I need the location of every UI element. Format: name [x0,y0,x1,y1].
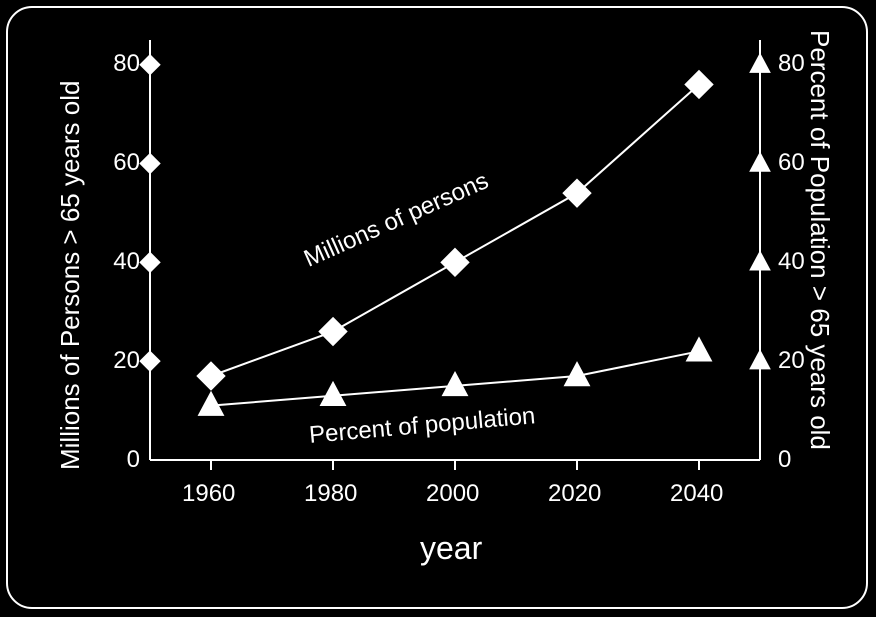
y-right-tick-0: 0 [778,446,791,474]
x-tick-1960: 1960 [182,480,235,508]
y-left-tick-20: 20 [106,347,140,375]
y-left-tick-80: 80 [106,50,140,78]
y-right-tick-20: 20 [778,347,805,375]
y-left-tick-0: 0 [106,446,140,474]
y-right-tick-80: 80 [778,50,805,78]
y-left-tick-60: 60 [106,149,140,177]
y-right-tick-60: 60 [778,149,805,177]
y-left-axis-label: Millions of Persons > 65 years old [55,81,86,470]
y-left-tick-40: 40 [106,248,140,276]
x-tick-2040: 2040 [670,480,723,508]
x-tick-1980: 1980 [304,480,357,508]
chart-svg [0,0,876,617]
y-right-tick-40: 40 [778,248,805,276]
x-axis-label: year [420,530,482,567]
x-tick-2000: 2000 [426,480,479,508]
x-tick-2020: 2020 [548,480,601,508]
y-right-axis-label: Percent of Population > 65 years old [804,30,835,450]
